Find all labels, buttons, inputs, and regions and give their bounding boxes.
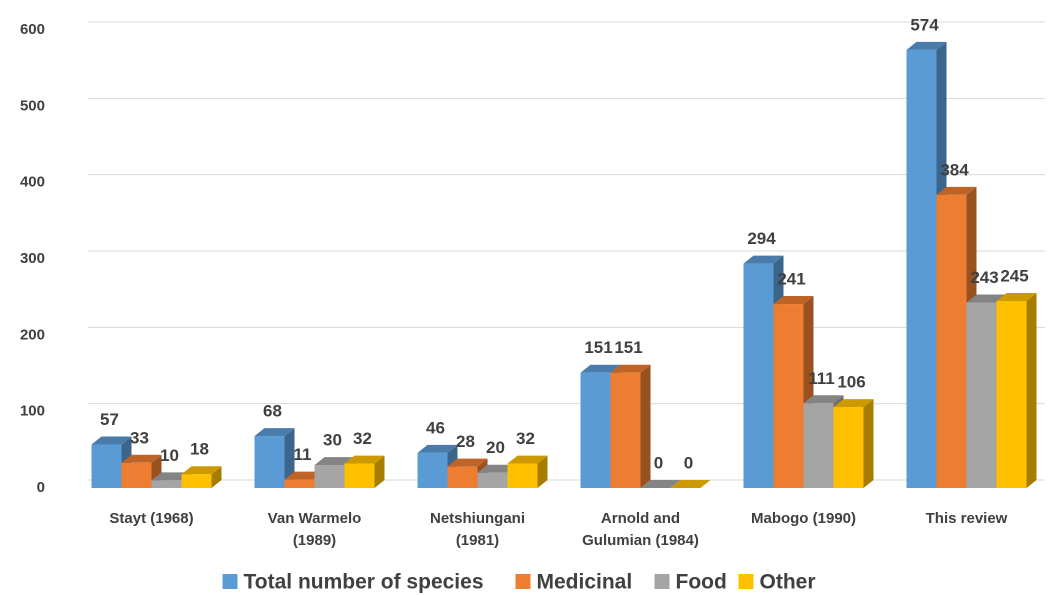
legend-swatch	[738, 574, 754, 589]
data-label: 30	[323, 431, 342, 450]
y-tick-label: 400	[20, 174, 45, 191]
data-label: 106	[837, 373, 865, 392]
x-tick-label: Mabogo (1990)	[750, 510, 856, 527]
x-tick-label: Stayt (1968)	[109, 510, 194, 527]
legend-swatch	[515, 574, 531, 589]
bar-top	[254, 428, 295, 437]
bar-top	[670, 480, 711, 488]
bar-top	[507, 455, 548, 464]
data-label: 20	[486, 438, 505, 457]
bar-side	[1026, 292, 1037, 488]
bar	[743, 263, 774, 488]
bar	[91, 444, 122, 488]
bar-side	[537, 455, 548, 488]
bar-top	[996, 292, 1037, 301]
bar-top	[181, 466, 222, 475]
bar-top	[936, 186, 977, 195]
data-label: 0	[654, 453, 663, 472]
y-tick-label: 600	[20, 21, 45, 38]
bar-top	[640, 480, 681, 488]
bar	[773, 304, 804, 488]
bar-top	[743, 255, 784, 264]
data-label: 32	[516, 429, 535, 448]
y-tick-label: 200	[20, 326, 45, 343]
y-tick-label: 0	[37, 479, 45, 496]
bar	[254, 436, 285, 488]
bar-top	[610, 364, 651, 373]
bar-top	[803, 395, 844, 404]
bar	[314, 465, 345, 488]
data-label: 10	[160, 446, 179, 465]
data-label: 57	[100, 410, 119, 429]
y-tick-label: 500	[20, 97, 45, 114]
y-tick-label: 300	[20, 250, 45, 267]
legend-swatch	[222, 574, 238, 589]
data-label: 18	[190, 440, 209, 459]
x-tick-label: This review	[925, 510, 1008, 527]
bar	[580, 372, 611, 488]
bar	[344, 463, 375, 488]
data-label: 294	[747, 229, 776, 248]
bar-top	[447, 458, 488, 467]
bar-top	[121, 454, 162, 463]
legend-label: Other	[760, 571, 816, 594]
bar	[996, 300, 1027, 488]
data-label: 33	[130, 428, 149, 447]
bar-side	[211, 466, 222, 488]
bar	[151, 480, 182, 488]
data-label: 111	[808, 369, 835, 388]
bar	[966, 302, 997, 488]
bar-side	[374, 455, 385, 488]
data-label: 243	[970, 268, 998, 287]
data-label: 151	[584, 338, 612, 357]
legend-label: Total number of species	[244, 571, 484, 594]
bar	[447, 466, 478, 488]
bar-top	[344, 455, 385, 464]
bar	[181, 474, 212, 488]
bar	[803, 403, 834, 488]
legend-label: Food	[676, 571, 727, 594]
data-label: 574	[910, 15, 939, 34]
bar-side	[284, 428, 295, 488]
legend-label: Medicinal	[537, 571, 633, 594]
bar	[906, 49, 937, 488]
bar-top	[906, 41, 947, 50]
x-tick-label: Arnold and Gulumian (1984)	[582, 510, 699, 549]
bar	[936, 194, 967, 488]
bar	[284, 479, 315, 488]
data-label: 11	[294, 445, 312, 464]
data-label: 245	[1000, 266, 1028, 285]
legend-swatch	[654, 574, 670, 589]
bar-top	[91, 436, 132, 445]
x-tick-label: Netshiungani (1981)	[429, 510, 525, 549]
data-label: 46	[426, 418, 445, 437]
bar	[121, 462, 152, 488]
data-label: 0	[684, 453, 693, 472]
bar-top	[966, 294, 1007, 303]
data-label: 32	[353, 429, 372, 448]
bar-side	[640, 364, 651, 488]
bar	[507, 463, 538, 488]
x-tick-label: Van Warmelo (1989)	[267, 510, 362, 549]
data-label: 151	[614, 338, 642, 357]
y-tick-label: 100	[20, 403, 45, 420]
bar-top	[417, 444, 458, 453]
bar	[610, 372, 641, 488]
bar-side	[863, 399, 874, 488]
bar-top	[314, 457, 355, 466]
data-label: 241	[777, 270, 805, 289]
bar	[477, 472, 508, 488]
bar-top	[773, 296, 814, 305]
data-label: 384	[940, 160, 969, 179]
bar	[417, 452, 448, 488]
data-label: 68	[263, 402, 282, 421]
bar	[833, 407, 864, 488]
bar-top	[833, 399, 874, 408]
bar-top	[580, 364, 621, 373]
data-label: 28	[456, 432, 475, 451]
